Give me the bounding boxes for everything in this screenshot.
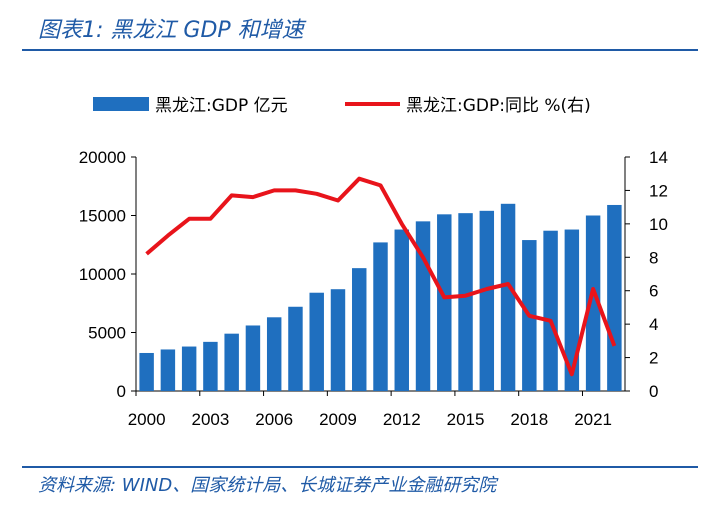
gdp-bar	[203, 341, 218, 391]
gdp-bar	[288, 306, 303, 391]
right-tick-label: 2	[649, 349, 658, 368]
left-tick-label: 0	[117, 382, 126, 401]
title-divider	[22, 49, 698, 51]
x-tick-label: 2015	[447, 410, 485, 429]
footer-divider	[22, 466, 698, 468]
gdp-bar	[437, 214, 452, 391]
legend: 黑龙江:GDP 亿元 黑龙江:GDP:同比 %(右)	[93, 96, 591, 116]
gdp-bar	[330, 289, 346, 391]
gdp-bar	[585, 215, 601, 391]
left-tick-label: 20000	[79, 148, 126, 167]
source-note: 资料来源: WIND、国家统计局、长城证券产业金融研究院	[38, 475, 497, 496]
legend-line-label: 黑龙江:GDP:同比 %(右)	[406, 96, 591, 116]
gdp-bar	[266, 317, 282, 391]
right-tick-label: 6	[649, 282, 658, 301]
gdp-bar	[394, 229, 409, 391]
gdp-bar	[500, 203, 516, 391]
x-tick-label: 2009	[319, 410, 357, 429]
right-tick-label: 4	[649, 315, 658, 334]
left-tick-label: 5000	[88, 324, 126, 343]
gdp-bar	[224, 333, 239, 391]
gdp-bar	[245, 325, 261, 391]
right-tick-label: 0	[649, 382, 658, 401]
x-tick-label: 2021	[574, 410, 612, 429]
gdp-bar	[479, 210, 495, 391]
legend-bar-swatch	[93, 97, 149, 111]
right-tick-label: 12	[649, 181, 668, 200]
left-tick-label: 10000	[79, 265, 126, 284]
gdp-bar	[607, 204, 622, 391]
left-tick-label: 15000	[79, 207, 126, 226]
x-tick-label: 2006	[255, 410, 293, 429]
line-series	[145, 176, 617, 377]
gdp-bar	[309, 292, 324, 391]
chart-canvas: 黑龙江:GDP 亿元 黑龙江:GDP:同比 %(右) 0 5000 10000 150…	[79, 96, 668, 429]
legend-bar-label: 黑龙江:GDP 亿元	[155, 96, 288, 116]
gdp-bar	[160, 349, 176, 391]
gdp-bar	[139, 352, 154, 391]
chart-title: 图表1: 黑龙江 GDP 和增速	[38, 18, 304, 43]
right-tick-label: 10	[649, 215, 668, 234]
gdp-bar	[373, 242, 388, 391]
gdp-bar	[564, 229, 580, 391]
axes: 0 5000 10000 15000 20000 0 2 4 6 8 10 12 14 2000 2003 2…	[79, 148, 668, 429]
x-tick-label: 2018	[510, 410, 548, 429]
right-tick-label: 14	[649, 148, 668, 167]
x-tick-label: 2012	[383, 410, 421, 429]
gdp-bar	[181, 346, 197, 391]
gdp-bar	[458, 213, 473, 391]
right-tick-label: 8	[649, 248, 658, 267]
gdp-bar	[352, 268, 367, 391]
gdp-bar	[543, 230, 558, 391]
x-tick-label: 2003	[191, 410, 229, 429]
x-tick-label: 2000	[128, 410, 166, 429]
bar-series	[139, 203, 622, 391]
